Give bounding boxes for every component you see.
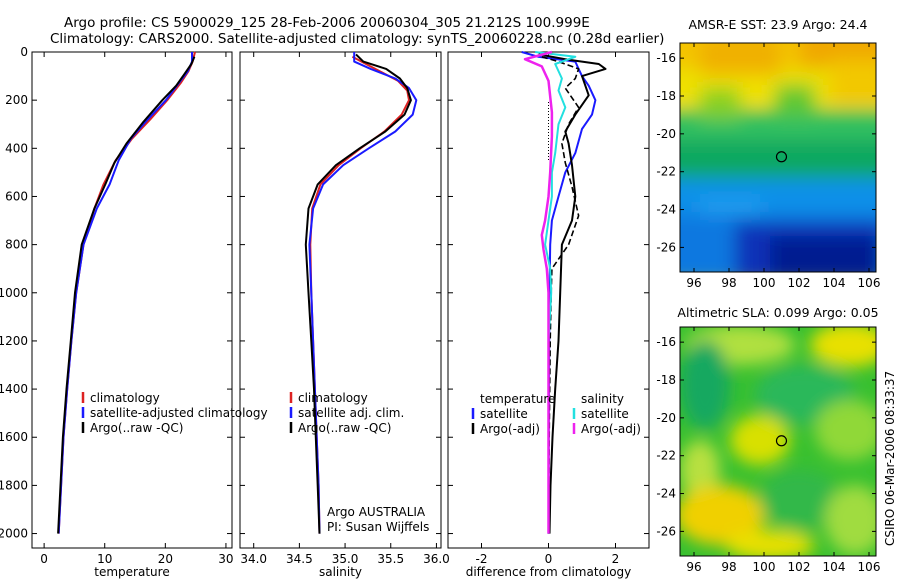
difference-xtick-label: 0 (545, 552, 553, 566)
legend-salinity-entry-2: Argo(..raw -QC) (298, 421, 391, 435)
sst-heatmap-field (680, 43, 876, 272)
salinity-series-satellite-adj-clim (308, 52, 418, 534)
sla-map-xtick-label: 104 (823, 560, 846, 574)
salinity-annotation-0: Argo AUSTRALIA (327, 505, 426, 519)
difference-xlabel: difference from climatology (466, 565, 632, 579)
sst-map-argo-marker (775, 151, 788, 163)
sst-map-ytick-label: -26 (656, 240, 676, 254)
sst-map-frame (679, 42, 877, 273)
panel-temperature: 0 10 20 30 0 200 400 600 800 1000 1200 1400 1600 1800… (0, 45, 268, 579)
temperature-ytick-label: 1400 (0, 382, 28, 396)
temperature-axes-frame (31, 51, 233, 549)
difference-series-temperature-argo-adj (538, 53, 607, 534)
sst-map-xtick-label: 102 (788, 276, 811, 290)
legend-col1-title: temperature (480, 392, 555, 406)
sla-map-title: Altimetric SLA: 0.099 Argo: 0.05 (677, 305, 878, 320)
temperature-series-climatology (57, 51, 196, 534)
sst-map-marks: 96 98 100 102 104 106 -16 -18 -20 -22 -24 -26 (656, 43, 880, 290)
sst-map-ytick-label: -22 (656, 165, 676, 179)
sst-map-ytick-label: -20 (656, 127, 676, 141)
panel-sst-map: AMSR-E SST: 23.9 Argo: 24.4 96 98 10 (656, 17, 880, 290)
sla-map-ytick-label: -18 (656, 373, 676, 387)
difference-xtick-label: 2 (612, 552, 620, 566)
temperature-ytick-label: 1200 (0, 334, 28, 348)
sst-map-ytick-label: -24 (656, 203, 676, 217)
temperature-ytick-label: 1600 (0, 430, 28, 444)
sst-map-title: AMSR-E SST: 23.9 Argo: 24.4 (688, 17, 867, 32)
sst-map-xtick-label: 96 (686, 276, 701, 290)
sla-map-xtick-label: 98 (721, 560, 736, 574)
salinity-annotation-1: PI: Susan Wijffels (327, 520, 429, 534)
sla-map-xtick-label: 96 (686, 560, 701, 574)
temperature-ytick-label: 1000 (0, 286, 28, 300)
temperature-chart-marks: 0 10 20 30 0 200 400 600 800 1000 1200 1400 1600 1800… (0, 45, 268, 579)
sst-map-xtick-label: 100 (753, 276, 776, 290)
temperature-xlabel: temperature (94, 565, 169, 579)
temperature-ytick-label: 0 (20, 45, 28, 59)
sla-map-ytick-label: -22 (656, 449, 676, 463)
sla-map-xtick-label: 102 (788, 560, 811, 574)
temperature-xtick-label: 20 (158, 552, 173, 566)
salinity-xtick-label: 34.0 (240, 552, 267, 566)
salinity-xtick-label: 35.5 (377, 552, 404, 566)
salinity-chart-marks: 34.0 34.5 35.0 35.5 36.0 salinity climatologys… (240, 51, 450, 579)
sla-map-marks: 96 98 100 102 104 106 -16 -18 -20 -22 -24 -26 (656, 327, 880, 574)
temperature-ytick-label: 400 (5, 141, 28, 155)
legend-salinity-satellite: satellite (581, 407, 629, 421)
legend-salinity-entry-1: satellite adj. clim. (298, 406, 404, 420)
salinity-xtick-label: 35.0 (332, 552, 359, 566)
temperature-xtick-label: 30 (218, 552, 233, 566)
sla-map-argo-marker (775, 435, 788, 447)
salinity-series-argo-raw-qc (304, 53, 412, 534)
temperature-series-satellite-adjusted-climatology (57, 52, 193, 534)
panel-sla-map: Altimetric SLA: 0.099 Argo: 0.05 96 98 100… (656, 305, 880, 574)
temperature-xtick-label: 0 (40, 552, 48, 566)
legend-temperature-entry-2: Argo(..raw -QC) (90, 421, 183, 435)
sla-map-xtick-label: 106 (858, 560, 881, 574)
difference-xtick-label: -2 (476, 552, 488, 566)
temperature-ytick-label: 2000 (0, 527, 28, 541)
sla-map-frame (679, 326, 877, 557)
salinity-axes-frame (239, 51, 442, 549)
legend-salinity-argo-adj: Argo(-adj) (581, 422, 641, 436)
sla-map-ytick-label: -26 (656, 524, 676, 538)
legend-col2-title: salinity (581, 392, 624, 406)
legend-temperature-argo-adj: Argo(-adj) (480, 422, 540, 436)
temperature-ytick-label: 600 (5, 189, 28, 203)
header-line-1: Argo profile: CS 5900029_125 28-Feb-2006… (64, 15, 590, 31)
sla-map-ytick-label: -24 (656, 487, 676, 501)
salinity-xtick-label: 36.0 (423, 552, 450, 566)
sla-map-ytick-label: -20 (656, 411, 676, 425)
salinity-xlabel: salinity (319, 565, 362, 579)
temperature-xtick-label: 10 (97, 552, 112, 566)
sst-map-ytick-label: -16 (656, 51, 676, 65)
sla-map-ytick-label: -16 (656, 335, 676, 349)
panel-salinity: 34.0 34.5 35.0 35.5 36.0 salinity climatologys… (239, 51, 450, 579)
legend-temperature-satellite: satellite (480, 407, 528, 421)
salinity-xtick-label: 34.5 (286, 552, 313, 566)
legend-temperature-entry-0: climatology (90, 391, 160, 405)
sla-heatmap-field (680, 327, 876, 556)
sst-map-xtick-label: 106 (858, 276, 881, 290)
header-line-2: Climatology: CARS2000. Satellite-adjuste… (50, 31, 664, 47)
temperature-ytick-label: 1800 (0, 478, 28, 492)
sst-map-xtick-label: 104 (823, 276, 846, 290)
sla-map-xtick-label: 100 (753, 560, 776, 574)
difference-series-salinity-argo-adj (523, 50, 554, 534)
side-note: CSIRO 06-Mar-2006 08:33:37 (883, 371, 897, 546)
legend-salinity-entry-0: climatology (298, 391, 368, 405)
legend-temperature-entry-1: satellite-adjusted climatology (90, 406, 268, 420)
salinity-series-climatology (309, 55, 410, 534)
sst-map-xtick-label: 98 (721, 276, 736, 290)
temperature-ytick-label: 200 (5, 93, 28, 107)
temperature-ytick-label: 800 (5, 238, 28, 252)
temperature-series-argo-raw-qc (57, 56, 196, 534)
sst-map-ytick-label: -18 (656, 89, 676, 103)
